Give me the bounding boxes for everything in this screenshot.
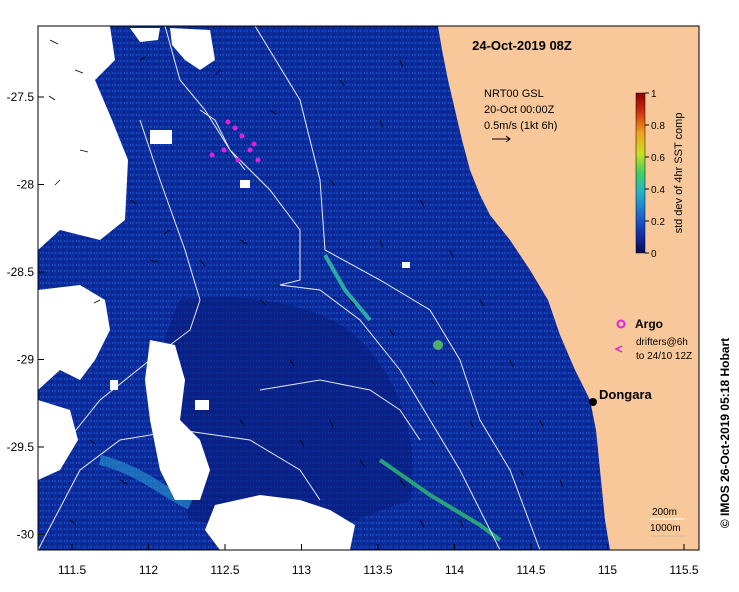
y-tick-label: -30 (17, 528, 35, 542)
x-tick-label: 111.5 (58, 563, 87, 577)
x-tick-label: 112 (139, 563, 158, 577)
x-tick-label: 113.5 (363, 563, 392, 577)
drifter-tracks (209, 119, 261, 163)
colorbar-tick-label: 0 (651, 249, 657, 260)
x-tick-label: 114.5 (516, 563, 545, 577)
plot-frame (37, 25, 700, 551)
current-legend-model: NRT00 GSL (484, 88, 544, 100)
y-tick-label: -28.5 (7, 265, 35, 279)
colorbar-ticks: 0 0.2 0.4 0.6 0.8 1 (645, 89, 665, 260)
x-tick-label: 113 (292, 563, 311, 577)
x-tick-label: 115.5 (669, 563, 698, 577)
drifters-label-line1: drifters@6h (636, 337, 688, 348)
scale-arrow-icon (492, 135, 511, 143)
current-legend-scale: 0.5m/s (1kt 6h) (484, 120, 557, 132)
colorbar (635, 92, 646, 254)
drifters-label-line2: to 24/10 12Z (636, 351, 692, 362)
imos-credit: © IMOS 26-Oct-2019 05:18 Hobart (718, 338, 732, 528)
y-tick-label: -27.5 (7, 90, 35, 104)
y-tick-label: -29 (17, 353, 35, 367)
variance-streak (98, 455, 193, 510)
argo-label: Argo (635, 317, 663, 331)
dongara-marker-icon (589, 398, 597, 406)
x-tick-label: 114 (445, 563, 464, 577)
colorbar-label: std dev of 4hr SST comp (673, 113, 685, 234)
low-variance-region (158, 297, 413, 540)
x-axis: 111.5 112 112.5 113 113.5 114 114.5 115 115.5 (58, 544, 699, 577)
argo-marker-icon (616, 319, 626, 329)
x-tick-label: 115 (598, 563, 617, 577)
colorbar-tick-label: 0.8 (651, 121, 665, 132)
colorbar-tick-label: 0.4 (651, 185, 665, 196)
variance-streak (323, 254, 372, 322)
colorbar-tick-label: 0.2 (651, 217, 665, 228)
depth-legend-1000m: 1000m (650, 523, 681, 534)
current-vectors (48, 39, 564, 528)
bathymetry-contours (38, 26, 541, 550)
colorbar-tick-label: 1 (651, 89, 657, 100)
current-legend-date: 20-Oct 00:00Z (484, 104, 555, 116)
y-tick-label: -29.5 (7, 440, 35, 454)
x-tick-label: 112.5 (210, 563, 239, 577)
land-mass (438, 26, 699, 550)
drifter-marker-icon (614, 345, 623, 353)
colorbar-tick-label: 0.6 (651, 153, 665, 164)
y-tick-label: -28 (17, 178, 35, 192)
map-title: 24-Oct-2019 08Z (472, 38, 572, 53)
variance-streak (378, 458, 502, 542)
place-label-dongara: Dongara (599, 387, 653, 402)
y-axis: -27.5 -28 -28.5 -29 -29.5 -30 (7, 90, 44, 542)
depth-legend-200m: 200m (652, 507, 677, 518)
variance-spot (433, 340, 443, 350)
cloud-mask (38, 26, 410, 550)
map-plot-area (38, 26, 699, 550)
